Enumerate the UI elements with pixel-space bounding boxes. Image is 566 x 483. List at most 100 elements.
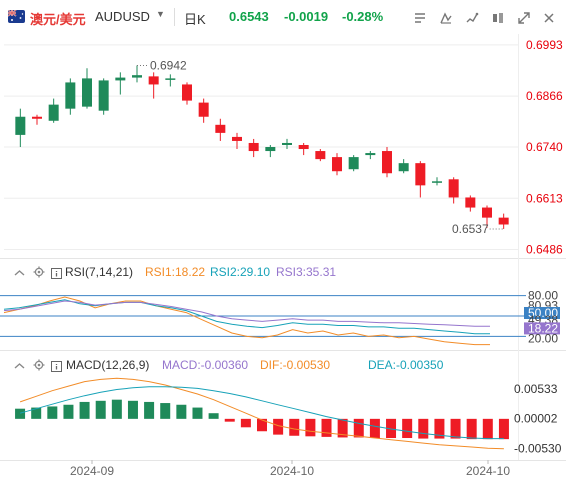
macd-histogram-bar xyxy=(192,407,203,419)
candle xyxy=(448,177,459,204)
info-icon[interactable] xyxy=(51,359,62,372)
x-tick-label: 2024-10 xyxy=(270,464,314,478)
info-icon[interactable] xyxy=(51,266,62,279)
collapse-icon[interactable] xyxy=(14,266,25,277)
candle xyxy=(182,82,192,105)
candle xyxy=(432,177,442,186)
candle-body xyxy=(298,144,309,150)
rsi-label: RSI(7,14,21) xyxy=(65,265,134,279)
price-change: -0.0019 xyxy=(284,9,329,24)
price-tick-label: 0.6486 xyxy=(526,243,563,257)
chart-header: 澳元/美元 AUDUSD ▼ 日K 0.6543 -0.0019 -0.28% xyxy=(0,0,566,34)
macd-histogram-bar xyxy=(176,404,187,419)
dif-line xyxy=(19,377,504,450)
candle xyxy=(282,138,292,150)
macd-histogram-bar xyxy=(450,418,461,439)
candle xyxy=(65,78,76,115)
candle-body xyxy=(15,116,26,135)
macd-histogram-bar xyxy=(289,418,300,436)
candle xyxy=(132,65,142,83)
price-tick-label: 0.6866 xyxy=(526,89,563,103)
chevron-down-icon[interactable]: ▼ xyxy=(156,9,165,19)
candle-body xyxy=(282,142,292,145)
price-change-pct: -0.28% xyxy=(342,9,384,24)
macd-tick-label: 0.00002 xyxy=(514,412,558,426)
minus-icon[interactable] xyxy=(412,10,428,26)
macd-histogram-bar xyxy=(15,408,26,419)
candle-body xyxy=(415,163,426,186)
low-price-label: 0.6537 xyxy=(452,222,489,236)
candle-body xyxy=(198,102,209,117)
shape-icon[interactable] xyxy=(438,10,454,26)
candle-body xyxy=(365,153,376,156)
trend-icon[interactable] xyxy=(464,10,480,26)
candle-body xyxy=(382,151,392,174)
dea-value: DEA:-0.00350 xyxy=(368,358,444,372)
rsi-axis-label: 50.00 xyxy=(528,306,558,320)
candle-body xyxy=(115,77,126,81)
price-tick-label: 0.6993 xyxy=(526,38,563,52)
pair-name: 澳元/美元 xyxy=(30,12,86,27)
candle-body xyxy=(498,217,509,225)
candle-body xyxy=(32,116,42,119)
macd-histogram-bar xyxy=(402,418,413,439)
rsi-value-tag xyxy=(524,322,560,335)
expand-icon[interactable] xyxy=(516,10,532,26)
macd-histogram-bar xyxy=(240,418,251,428)
macd-histogram-bar xyxy=(95,400,106,419)
candle-body xyxy=(182,84,192,101)
macd-histogram-bar xyxy=(337,418,348,438)
macd-histogram-bar xyxy=(224,418,235,422)
candle xyxy=(398,159,409,174)
drag-icon[interactable] xyxy=(490,10,506,26)
candle xyxy=(248,138,259,158)
rsi-series-line xyxy=(3,299,490,335)
candle xyxy=(382,147,392,178)
current-price: 0.6543 xyxy=(229,9,269,24)
rsi-value-tag xyxy=(524,307,560,319)
candle xyxy=(15,108,26,148)
rsi-series-line xyxy=(3,300,490,327)
candle xyxy=(198,98,209,123)
candle-body xyxy=(82,78,92,107)
candle xyxy=(482,205,492,228)
candle xyxy=(165,74,176,87)
period-select[interactable]: 日K xyxy=(184,12,206,27)
candle xyxy=(265,144,276,158)
divider xyxy=(174,8,175,26)
candle-body xyxy=(165,78,176,80)
symbol-select[interactable]: AUDUSD xyxy=(95,9,150,24)
rsi-axis-label: 20.00 xyxy=(528,331,558,345)
price-tick-label: 0.6740 xyxy=(526,140,563,154)
macd-histogram-bar xyxy=(63,404,74,419)
dea-line xyxy=(19,386,504,440)
rsi-axis-label: 80.00 xyxy=(528,289,558,303)
candle-body xyxy=(265,147,276,152)
macd-histogram-bar xyxy=(369,418,380,439)
gear-icon[interactable] xyxy=(33,265,45,278)
collapse-icon[interactable] xyxy=(14,359,25,370)
flag-au-icon xyxy=(8,10,25,23)
macd-histogram-bar xyxy=(79,401,90,419)
macd-histogram-bar xyxy=(321,418,332,437)
macd-histogram-bar xyxy=(111,399,122,419)
candle xyxy=(465,195,476,212)
dif-value: DIF:-0.00530 xyxy=(260,358,331,372)
gear-icon[interactable] xyxy=(33,358,45,371)
x-tick-label: 2024-10 xyxy=(466,464,510,478)
macd-histogram-bar xyxy=(466,418,477,440)
candle xyxy=(232,132,242,150)
macd-histogram-bar xyxy=(144,401,155,419)
rsi3-value: RSI3:35.31 xyxy=(276,265,337,279)
candle-body xyxy=(348,157,359,170)
rsi-axis-label: 18.22 xyxy=(528,321,558,335)
macd-tick-label: -0.00530 xyxy=(514,442,562,456)
candle xyxy=(215,118,226,141)
candle-body xyxy=(215,124,226,133)
candle-body xyxy=(315,151,326,160)
macd-histogram-bar xyxy=(482,418,493,440)
candle-body xyxy=(98,80,109,111)
close-icon[interactable] xyxy=(541,10,557,26)
candle xyxy=(48,98,59,123)
